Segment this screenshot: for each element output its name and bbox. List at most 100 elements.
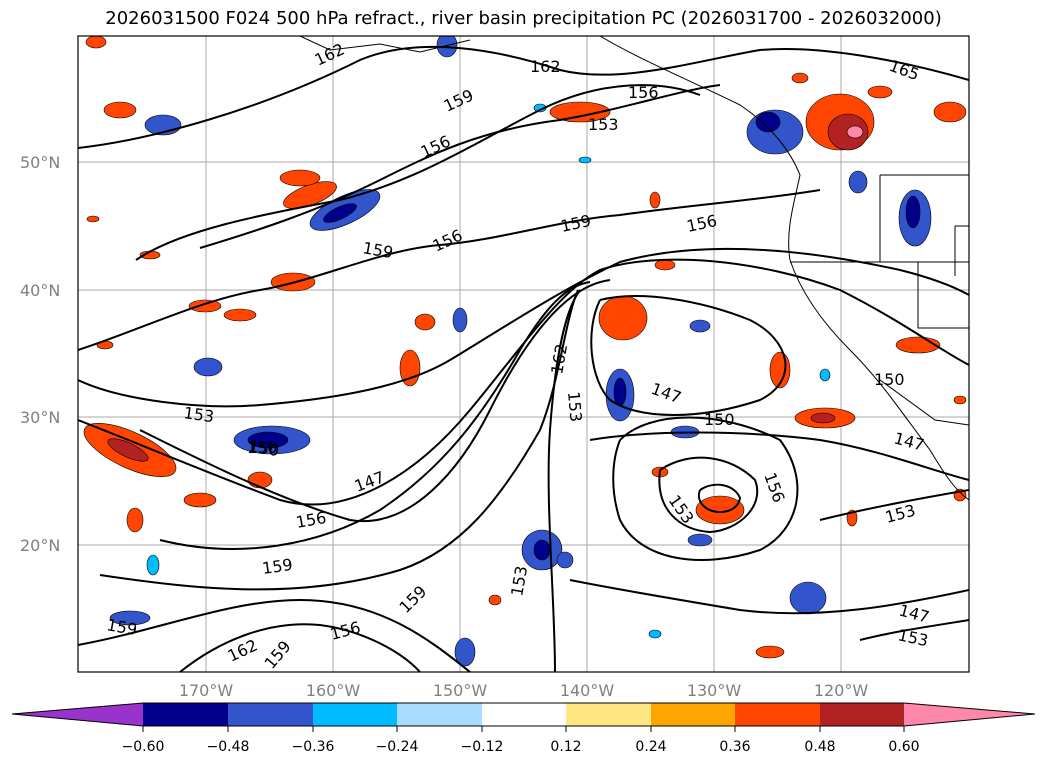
contour-150-closed — [697, 483, 742, 514]
contour-147 — [139, 279, 611, 523]
precip-patch — [279, 169, 321, 187]
colorbar-segment — [482, 703, 566, 726]
colorbar-tick-label: −0.48 — [207, 739, 250, 755]
precip-patch — [810, 412, 836, 424]
precip-patch — [755, 645, 785, 659]
contour-159 — [135, 84, 701, 261]
precip-patch — [654, 259, 676, 271]
lon-label: 120°W — [814, 681, 869, 700]
contour-label: 156 — [628, 83, 659, 102]
lat-label: 50°N — [20, 153, 60, 172]
precip-patch — [648, 629, 662, 639]
map-title: 2026031500 F024 500 hPa refract., river … — [105, 8, 942, 29]
contour-162c — [78, 598, 471, 672]
contour-156 — [199, 84, 721, 249]
colorbar-tick-label: 0.48 — [804, 739, 835, 755]
contour-147-closed — [590, 295, 787, 416]
lat-label: 40°N — [20, 281, 60, 300]
longitude-axis: 170°W 160°W 150°W 140°W 130°W 120°W — [179, 681, 869, 700]
contour-153 — [78, 247, 969, 408]
contour-label: 153 — [182, 403, 215, 426]
precip-patch — [193, 357, 223, 377]
negative-precip-patches — [109, 36, 932, 667]
precip-patch — [791, 72, 809, 84]
precip-patch — [867, 85, 893, 99]
contour-label: 153 — [588, 115, 619, 134]
precip-patch — [953, 395, 967, 405]
colorbar-segment — [228, 703, 313, 726]
precip-patch — [414, 313, 436, 331]
colorbar-tick-label: −0.24 — [376, 739, 419, 755]
contour-162 — [78, 45, 969, 149]
lat-label: 30°N — [20, 408, 60, 427]
precip-patch — [598, 295, 648, 341]
colorbar-tick-label: 0.36 — [719, 739, 750, 755]
precip-patch — [247, 471, 273, 489]
refractivity-contours — [78, 45, 969, 672]
precip-patch — [613, 377, 627, 407]
colorbar-segment — [735, 703, 820, 726]
precip-patch — [452, 307, 468, 333]
state-boundary — [954, 225, 969, 276]
aleutian-coast — [299, 36, 471, 53]
colorbar-segment — [566, 703, 651, 726]
colorbar-extend-high — [904, 703, 1035, 726]
precip-patch — [789, 581, 827, 615]
precip-patch — [819, 368, 831, 382]
precip-patch — [933, 101, 967, 123]
map-frame — [77, 35, 970, 673]
contour-156c — [159, 281, 591, 550]
lon-label: 150°W — [433, 681, 488, 700]
colorbar-extend-low — [12, 703, 143, 726]
precip-patch — [549, 101, 611, 123]
precip-patch — [689, 319, 711, 333]
colorbar-segment — [313, 703, 397, 726]
contour-147b — [859, 619, 969, 641]
precip-patch — [126, 507, 144, 533]
precip-patch — [905, 195, 921, 229]
precip-patch — [687, 533, 713, 547]
precip-patch — [755, 111, 781, 133]
colorbar-tick-label: −0.36 — [292, 739, 335, 755]
precip-patch — [454, 637, 476, 667]
contour-153c — [819, 489, 969, 521]
colorbar-tick-label: −0.12 — [461, 739, 504, 755]
colorbar-tick-label: 0.60 — [888, 739, 919, 755]
colorbar-segment — [820, 703, 904, 726]
precip-patch — [146, 554, 160, 576]
contour-153-closed — [658, 456, 759, 534]
contour-label: 153 — [564, 391, 586, 423]
coastlines — [299, 36, 969, 501]
lon-label: 140°W — [560, 681, 615, 700]
contour-label: 150 — [704, 410, 735, 429]
state-boundary — [917, 262, 969, 329]
contour-156b — [78, 189, 821, 351]
precip-patch — [247, 431, 289, 449]
contour-162b — [547, 289, 581, 672]
colorbar-tick-label: −0.60 — [122, 739, 165, 755]
north-american-coast — [599, 36, 969, 501]
colorbar-segment — [143, 703, 228, 726]
precip-patch — [86, 215, 100, 223]
precip-patch — [846, 125, 864, 139]
contour-153b — [569, 579, 969, 615]
colorbar-segment — [397, 703, 482, 726]
colorbar-tick-label: 0.24 — [635, 739, 666, 755]
precip-patch — [695, 495, 745, 525]
precip-patch — [223, 308, 257, 322]
mexico-border — [879, 379, 969, 426]
precip-patch — [556, 551, 574, 569]
precip-patch — [183, 492, 217, 508]
colorbar-segment — [651, 703, 735, 726]
precip-patch — [533, 539, 551, 561]
latitude-axis: 50°N 40°N 30°N 20°N — [20, 153, 60, 555]
contour-159c — [179, 623, 421, 672]
precip-patch — [103, 101, 137, 119]
contour-label: 150 — [874, 370, 905, 389]
precip-patch — [107, 438, 149, 462]
lon-label: 170°W — [179, 681, 234, 700]
colorbar: −0.60 −0.48 −0.36 −0.24 −0.12 0.12 0.24 … — [11, 702, 1036, 755]
precip-patch — [188, 299, 222, 313]
contour-label: 162 — [530, 57, 561, 76]
